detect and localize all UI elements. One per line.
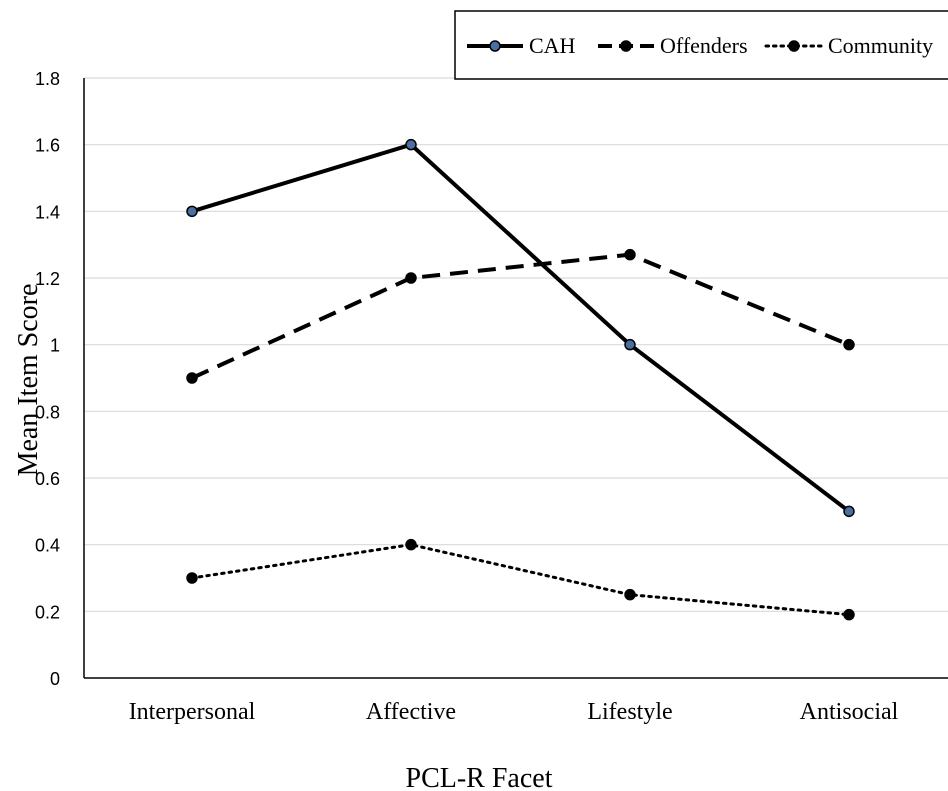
data-point — [624, 338, 636, 351]
legend-marker — [620, 40, 632, 52]
legend-label: CAH — [529, 33, 576, 58]
data-point — [186, 205, 198, 218]
series-line — [191, 142, 851, 513]
legend-marker — [489, 40, 501, 52]
data-point — [843, 338, 855, 351]
gridlines — [84, 77, 948, 612]
y-tick-label: 1.4 — [35, 202, 60, 222]
x-tick-label: Antisocial — [800, 699, 899, 725]
y-tick-label: 1.6 — [35, 136, 60, 156]
series-offenders — [186, 248, 855, 384]
series-line — [190, 543, 851, 617]
series-group — [186, 138, 855, 621]
y-tick-label: 0.4 — [35, 536, 60, 556]
data-point — [624, 248, 636, 261]
x-tick-label: Interpersonal — [129, 699, 256, 725]
data-point — [186, 372, 198, 384]
data-point — [405, 538, 417, 551]
legend-box — [454, 10, 948, 80]
legend-label: Community — [828, 33, 933, 58]
y-tick-label: 0.8 — [35, 402, 60, 422]
legend: CAH Offenders Community — [454, 10, 948, 80]
y-axis-title: Mean Item Score — [13, 284, 44, 477]
data-point — [405, 272, 417, 284]
x-axis-ticks: Interpersonal Affective Lifestyle Antisocia… — [129, 699, 899, 725]
data-point — [843, 505, 855, 518]
data-point — [405, 138, 417, 151]
series-cah — [186, 138, 855, 518]
series-line — [191, 252, 850, 380]
y-tick-label: 1.2 — [35, 269, 60, 289]
data-point — [843, 608, 855, 621]
x-tick-label: Affective — [366, 699, 456, 725]
x-tick-label: Lifestyle — [587, 699, 672, 725]
series-community — [186, 538, 855, 621]
y-axis-ticks: 0 0.2 0.4 0.6 0.8 1 1.2 1.4 1.6 1.8 — [35, 69, 60, 689]
legend-label: Offenders — [660, 33, 748, 58]
y-tick-label: 1.8 — [35, 69, 60, 89]
x-axis-title: PCL-R Facet — [406, 763, 553, 791]
y-tick-label: 0.2 — [35, 602, 60, 622]
data-point — [186, 572, 198, 584]
data-point — [624, 588, 636, 601]
y-tick-label: 1 — [50, 336, 60, 356]
legend-marker — [788, 40, 800, 52]
y-tick-label: 0.6 — [35, 469, 60, 489]
y-tick-label: 0 — [50, 669, 60, 689]
